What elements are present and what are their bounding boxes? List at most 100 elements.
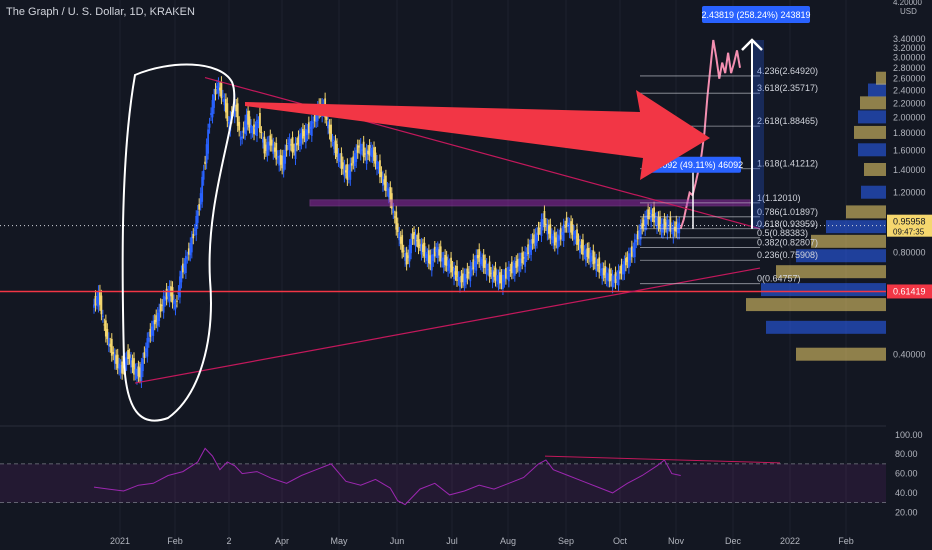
candle (256, 119, 258, 137)
candle (571, 224, 574, 235)
measure-label-box (702, 6, 810, 23)
candle (476, 255, 479, 259)
candle (134, 369, 137, 375)
candle (139, 367, 141, 378)
candle (666, 219, 669, 234)
time-tick: Jul (446, 536, 458, 546)
candle (303, 130, 306, 137)
highlight-ellipse (121, 63, 236, 422)
candle (438, 249, 441, 256)
candle (659, 216, 661, 229)
candles (93, 39, 741, 389)
candle (379, 160, 381, 178)
volume-profile (746, 71, 886, 361)
candle (224, 99, 227, 113)
candle (491, 270, 494, 283)
candle (269, 135, 272, 146)
candle (558, 235, 561, 241)
rsi-tick: 40.00 (895, 488, 918, 498)
candle (663, 218, 666, 230)
candle (181, 263, 184, 273)
candle (155, 315, 158, 323)
candle (583, 250, 586, 254)
candle (651, 214, 654, 217)
candle (300, 133, 303, 144)
candle (605, 272, 608, 281)
candle (158, 309, 161, 322)
time-tick: 2 (226, 536, 231, 546)
candle (346, 164, 349, 180)
candle (509, 269, 512, 271)
candle (395, 211, 398, 230)
candle (239, 136, 242, 140)
candle (445, 256, 448, 266)
candle (614, 272, 617, 284)
candle (107, 337, 110, 347)
candle (678, 222, 681, 234)
candle (293, 149, 295, 151)
candle (408, 244, 411, 262)
candle (100, 295, 103, 315)
candle (285, 144, 288, 151)
candle (487, 269, 490, 271)
candle (217, 83, 220, 94)
candle (284, 150, 287, 164)
candle (294, 142, 297, 160)
candle (376, 160, 378, 170)
fib-label: 0.382(0.82807) (757, 237, 818, 247)
price-tick-top: 4.20000 (893, 0, 922, 7)
candle (302, 129, 304, 139)
volume-profile-bar (776, 265, 886, 279)
candle (353, 153, 356, 166)
fib-label: 0(0.64757) (757, 274, 801, 284)
candle (401, 235, 404, 253)
candle (531, 239, 534, 244)
candle (364, 153, 367, 155)
candle (241, 136, 244, 139)
volume-profile-bar (846, 205, 886, 219)
candle (393, 216, 396, 218)
candle (399, 236, 402, 244)
candle (630, 246, 633, 257)
candle (559, 228, 562, 240)
candle (470, 267, 473, 271)
candle (657, 217, 660, 226)
candle (143, 352, 146, 358)
time-tick: Dec (725, 536, 742, 546)
candle (478, 249, 481, 262)
candle (119, 364, 122, 373)
candle (264, 144, 267, 151)
candle (257, 122, 260, 124)
candle (592, 250, 595, 265)
volume-profile-bar (860, 96, 886, 110)
candle (622, 264, 624, 275)
rsi-pane: 100.00 80.00 60.00 40.00 20.00 (0, 430, 923, 517)
candle (448, 264, 451, 268)
candle (629, 253, 632, 261)
time-tick: Feb (838, 536, 854, 546)
fib-label: 2.618(1.88465) (757, 116, 818, 126)
candle (506, 272, 509, 274)
candle (525, 253, 528, 256)
candle (144, 348, 147, 353)
candle (499, 272, 501, 284)
price-tick: 1.40000 (893, 165, 926, 175)
candle (654, 218, 657, 221)
candle (127, 349, 129, 360)
rsi-tick: 20.00 (895, 507, 918, 517)
candle (454, 271, 457, 275)
candle (641, 223, 644, 229)
candle (467, 271, 470, 274)
candle (349, 163, 352, 180)
red-arrow (245, 90, 710, 180)
candle (222, 95, 224, 97)
candle (110, 338, 113, 356)
candle (450, 257, 452, 273)
candle (137, 366, 140, 377)
price-tick: 3.40000 (893, 34, 926, 44)
candle (368, 144, 371, 156)
candle (177, 290, 180, 294)
candle (125, 357, 128, 365)
currency-label: USD (900, 7, 917, 16)
